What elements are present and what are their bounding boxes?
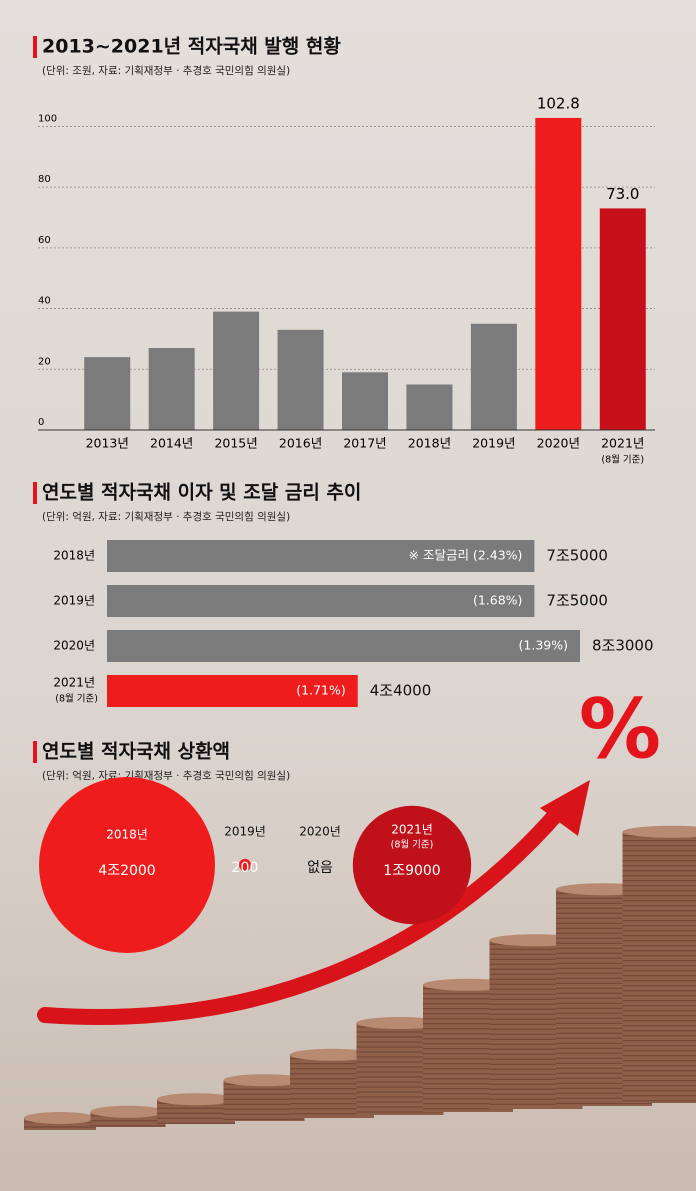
bar — [535, 117, 582, 430]
bar — [148, 348, 195, 430]
category-note: (8월 기준) — [391, 839, 434, 851]
bar — [84, 357, 131, 430]
title-marker — [33, 741, 37, 763]
bar — [406, 384, 453, 430]
coin-top — [356, 1017, 444, 1029]
category-label: 2020년 — [299, 825, 341, 839]
category-label: 2018년 — [106, 828, 148, 842]
x-tick-label: 2016년 — [279, 436, 322, 451]
x-tick-label: 2019년 — [472, 436, 515, 451]
value-label: 7조5000 — [546, 592, 608, 610]
bar — [599, 208, 646, 430]
y-tick-label: 20 — [38, 356, 51, 367]
y-tick-label: 40 — [38, 296, 51, 307]
x-tick-label: 2013년 — [86, 436, 129, 451]
bar — [107, 540, 535, 572]
coin-top — [290, 1048, 374, 1061]
category-label: 2019년 — [53, 594, 95, 608]
value-label: 4조2000 — [98, 863, 155, 879]
chart-title: 연도별 적자국채 상환액 — [42, 741, 230, 763]
coin-stack — [622, 831, 696, 1103]
x-tick-label: 2015년 — [214, 436, 257, 451]
coin-top — [622, 825, 696, 838]
arrow — [37, 802, 568, 1025]
category-note: (8월 기준) — [55, 693, 98, 705]
value-label: 없음 — [307, 860, 333, 876]
y-tick-label: 0 — [38, 417, 44, 428]
bar — [277, 329, 324, 430]
coin-top — [24, 1112, 96, 1124]
rate-label: (1.68%) — [473, 593, 522, 608]
category-label: 2021년 — [391, 823, 433, 837]
arrow-head — [540, 780, 590, 836]
chart-title: 2013~2021년 적자국채 발행 현황 — [42, 35, 341, 58]
bar — [107, 675, 358, 707]
y-tick-label: 100 — [38, 113, 57, 124]
bar — [470, 323, 517, 430]
category-label: 2018년 — [53, 549, 95, 563]
bar — [107, 585, 535, 617]
y-tick-label: 80 — [38, 174, 51, 185]
x-tick-label: 2017년 — [343, 436, 386, 451]
chart-subtitle: (단위: 억원, 자료: 기획재정부 · 추경호 국민의힘 의원실) — [42, 769, 290, 782]
x-tick-note: (8월 기준) — [601, 454, 644, 466]
rate-label: ※ 조달금리 (2.43%) — [409, 548, 523, 563]
bar — [213, 311, 260, 430]
x-tick-label: 2018년 — [408, 436, 451, 451]
value-label: 7조5000 — [546, 547, 608, 565]
value-label: 102.8 — [537, 94, 580, 112]
chart-subtitle: (단위: 조원, 자료: 기획재정부 · 추경호 국민의힘 의원실) — [42, 64, 290, 77]
x-tick-label: 2020년 — [537, 436, 580, 451]
percent-icon: % — [579, 682, 661, 777]
bar — [342, 372, 388, 430]
chart-subtitle: (단위: 억원, 자료: 기획재정부 · 추경호 국민의힘 의원실) — [42, 510, 290, 523]
value-label: 8조3000 — [592, 637, 654, 655]
bubble — [352, 805, 472, 925]
value-label: 4조4000 — [370, 682, 432, 700]
category-label: 2020년 — [53, 639, 95, 653]
chart-title: 연도별 적자국채 이자 및 조달 금리 추이 — [42, 482, 361, 504]
coin-top — [223, 1074, 305, 1087]
category-label: 2019년 — [224, 825, 266, 839]
value-label: 1조9000 — [383, 863, 440, 879]
coins-decoration — [24, 825, 696, 1130]
value-label: 73.0 — [606, 185, 639, 203]
coin-top — [90, 1105, 166, 1118]
rate-label: (1.39%) — [519, 638, 568, 653]
value-label: 200 — [232, 860, 259, 876]
title-marker — [33, 482, 37, 504]
category-label: 2021년 — [53, 676, 95, 690]
bubble — [238, 858, 252, 872]
bar — [107, 630, 580, 662]
bubble — [39, 777, 215, 953]
y-tick-label: 60 — [38, 235, 51, 246]
coin-top — [157, 1093, 235, 1106]
x-tick-label: 2014년 — [150, 436, 193, 451]
rate-label: (1.71%) — [296, 683, 345, 698]
x-tick-label: 2021년 — [601, 436, 644, 451]
charts: 2013~2021년 적자국채 발행 현황 (단위: 조원, 자료: 기획재정부 … — [33, 35, 661, 953]
title-marker — [33, 36, 37, 58]
